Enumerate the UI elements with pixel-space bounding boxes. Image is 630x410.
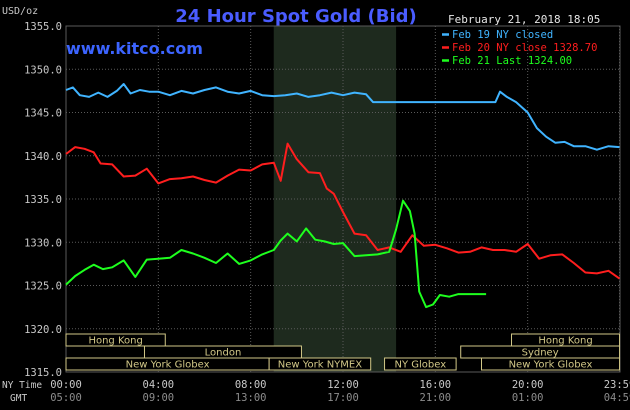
session-label: Hong Kong [88,336,142,347]
x-tick-gmt: 09:00 [143,392,175,404]
session-bar [268,357,372,371]
y-axis-ticks: 1355.0 1350.0 1345.0 1340.0 1335.0 1330.0 1325… [24,21,62,379]
x-tick-nytime: 04:00 [143,379,175,391]
session-bar [384,357,457,371]
y-tick-label: 1320.0 [24,324,62,336]
nytime-row-label: NY Time [2,380,42,391]
x-tick-nytime: 20:00 [512,379,544,391]
ny-session-shading [273,26,397,372]
x-tick-gmt: 01:00 [512,392,544,404]
price-lines [65,83,621,309]
legend-entry: Feb 19 NY closed [452,29,553,41]
series-line [65,142,621,280]
date-timestamp: February 21, 2018 18:05 [448,13,600,26]
chart-title: 24 Hour Spot Gold (Bid) [175,6,416,27]
legend-entry: Feb 20 NY close 1328.70 [452,42,597,54]
session-bar [481,357,621,371]
session-label: London [205,348,242,359]
x-tick-nytime: 08:00 [235,379,267,391]
session-label: New York Globex [126,360,210,371]
website-label: www.kitco.com [66,39,203,58]
y-tick-label: 1345.0 [24,108,62,120]
series-line [65,199,487,309]
x-tick-gmt: 04:59 [604,392,630,404]
grid [65,25,621,373]
gmt-row-label: GMT [10,393,27,404]
session-label: New York NYMEX [278,360,363,371]
y-tick-label: 1330.0 [24,237,62,249]
y-tick-label: 1315.0 [24,367,62,379]
y-tick-label: 1350.0 [24,64,62,76]
x-tick-gmt: 13:00 [235,392,267,404]
x-tick-nytime: 16:00 [420,379,452,391]
y-tick-label: 1340.0 [24,151,62,163]
session-label: New York Globex [509,360,593,371]
x-tick-gmt: 05:00 [50,392,82,404]
y-tick-label: 1325.0 [24,281,62,293]
x-tick-gmt: 21:00 [420,392,452,404]
session-bar [65,333,166,347]
plot-frame [65,25,621,373]
legend-entry: Feb 21 Last 1324.00 [452,55,572,67]
session-label: Sydney [522,348,559,359]
series-line [65,83,620,151]
y-tick-label: 1335.0 [24,194,62,206]
session-label: Hong Kong [538,336,592,347]
session-label: NY Globex [395,360,447,371]
y-axis-unit: USD/oz [2,6,38,17]
x-tick-nytime: 23:59 [604,379,630,391]
x-tick-gmt: 17:00 [327,392,359,404]
y-tick-label: 1355.0 [24,21,62,33]
x-tick-nytime: 12:00 [327,379,359,391]
x-tick-nytime: 00:00 [50,379,82,391]
